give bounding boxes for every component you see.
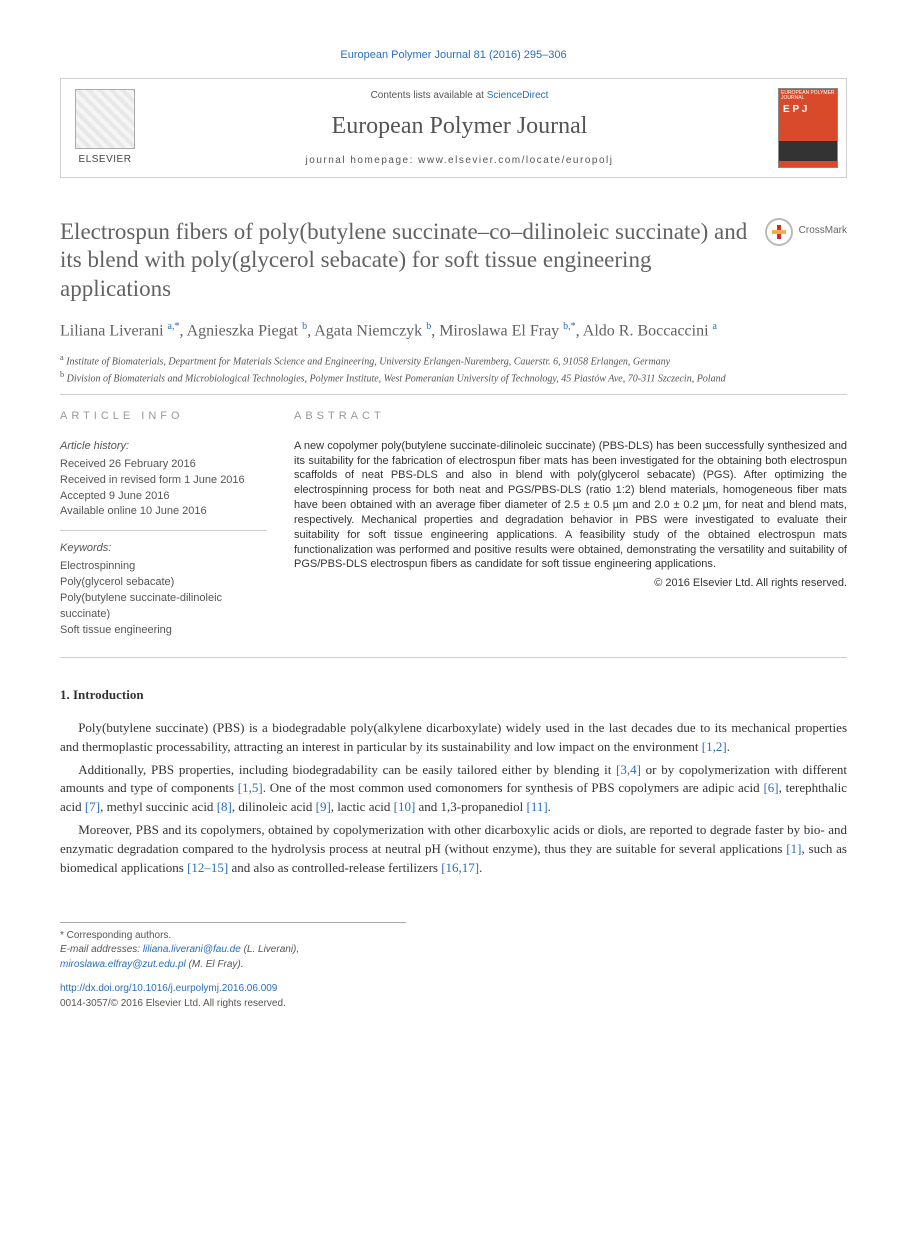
sciencedirect-link[interactable]: ScienceDirect (487, 90, 549, 101)
crossmark-label: CrossMark (799, 224, 847, 239)
citation-ref[interactable]: [16,17] (441, 860, 479, 875)
history-line: Accepted 9 June 2016 (60, 489, 266, 505)
history-line: Received 26 February 2016 (60, 457, 266, 473)
abstract-copyright: © 2016 Elsevier Ltd. All rights reserved… (294, 576, 847, 592)
abstract-label: ABSTRACT (294, 409, 847, 425)
affiliation-a: a Institute of Biomaterials, Department … (60, 352, 847, 369)
divider-full (60, 657, 847, 658)
article-info-label: ARTICLE INFO (60, 409, 266, 425)
keyword-lines: ElectrospinningPoly(glycerol sebacate)Po… (60, 559, 266, 639)
keyword: Electrospinning (60, 559, 266, 575)
citation-ref[interactable]: [7] (85, 799, 100, 814)
contents-line: Contents lists available at ScienceDirec… (157, 89, 762, 104)
footer-meta: http://dx.doi.org/10.1016/j.eurpolymj.20… (60, 982, 847, 1011)
crossmark-badge[interactable]: CrossMark (765, 218, 847, 246)
citation-ref[interactable]: [9] (316, 799, 331, 814)
crossmark-icon (765, 218, 793, 246)
cover-band (779, 141, 837, 161)
masthead-center: Contents lists available at ScienceDirec… (149, 79, 770, 177)
keywords-label: Keywords: (60, 541, 266, 557)
affiliation-b-text: Division of Biomaterials and Microbiolog… (67, 373, 726, 384)
citation-ref[interactable]: [8] (217, 799, 232, 814)
corresponding-text: Corresponding authors. (67, 930, 172, 941)
cover-letters: E P J (783, 105, 807, 115)
body-paragraph: Moreover, PBS and its copolymers, obtain… (60, 821, 847, 878)
history-lines: Received 26 February 2016Received in rev… (60, 457, 266, 521)
issn-line: 0014-3057/© 2016 Elsevier Ltd. All right… (60, 998, 286, 1009)
history-label: Article history: (60, 439, 266, 455)
abstract-text: A new copolymer poly(butylene succinate-… (294, 439, 847, 573)
citation-ref[interactable]: [1,2] (702, 739, 727, 754)
section-heading-intro: 1. Introduction (60, 686, 847, 705)
journal-name: European Polymer Journal (157, 109, 762, 144)
cover-caption: EUROPEAN POLYMER JOURNAL (781, 91, 835, 102)
affiliation-b: b Division of Biomaterials and Microbiol… (60, 369, 847, 386)
email-link[interactable]: miroslawa.elfray@zut.edu.pl (60, 959, 186, 970)
divider (60, 394, 847, 395)
keyword: Poly(glycerol sebacate) (60, 575, 266, 591)
keyword: Soft tissue engineering (60, 623, 266, 639)
citation-ref[interactable]: [10] (394, 799, 416, 814)
citation-ref[interactable]: [11] (526, 799, 547, 814)
article-info: Article history: Received 26 February 20… (60, 439, 266, 639)
citation-ref[interactable]: [3,4] (616, 762, 641, 777)
email-link[interactable]: liliana.liverani@fau.de (143, 944, 241, 955)
citation-ref[interactable]: [12–15] (187, 860, 228, 875)
email-label: E-mail addresses: (60, 944, 140, 955)
elsevier-tree-icon (75, 89, 135, 149)
body-paragraph: Additionally, PBS properties, including … (60, 761, 847, 818)
citation-ref[interactable]: [6] (763, 780, 778, 795)
affiliation-a-text: Institute of Biomaterials, Department fo… (66, 356, 670, 367)
article-title: Electrospun fibers of poly(butylene succ… (60, 218, 749, 304)
author-list: Liliana Liverani a,*, Agnieszka Piegat b… (60, 320, 847, 342)
masthead: ELSEVIER Contents lists available at Sci… (60, 78, 847, 178)
journal-cover-icon: EUROPEAN POLYMER JOURNAL E P J (778, 88, 838, 168)
contents-prefix: Contents lists available at (371, 90, 487, 101)
cover-thumb-wrap: EUROPEAN POLYMER JOURNAL E P J (770, 79, 846, 177)
journal-homepage[interactable]: journal homepage: www.elsevier.com/locat… (157, 154, 762, 169)
history-line: Available online 10 June 2016 (60, 504, 266, 520)
footnotes: * Corresponding authors. E-mail addresse… (60, 922, 406, 973)
publisher-name: ELSEVIER (79, 153, 132, 168)
doi-link[interactable]: http://dx.doi.org/10.1016/j.eurpolymj.20… (60, 983, 277, 994)
body-paragraph: Poly(butylene succinate) (PBS) is a biod… (60, 719, 847, 757)
history-line: Received in revised form 1 June 2016 (60, 473, 266, 489)
citation-ref[interactable]: [1] (786, 841, 801, 856)
citation-ref[interactable]: [1,5] (238, 780, 263, 795)
keyword: Poly(butylene succinate-dilinoleic succi… (60, 591, 266, 623)
corresponding-note: * Corresponding authors. (60, 929, 406, 944)
intro-body: Poly(butylene succinate) (PBS) is a biod… (60, 719, 847, 878)
header-citation: European Polymer Journal 81 (2016) 295–3… (60, 48, 847, 64)
publisher-block: ELSEVIER (61, 79, 149, 177)
affiliations: a Institute of Biomaterials, Department … (60, 352, 847, 386)
email-line: E-mail addresses: liliana.liverani@fau.d… (60, 943, 406, 972)
